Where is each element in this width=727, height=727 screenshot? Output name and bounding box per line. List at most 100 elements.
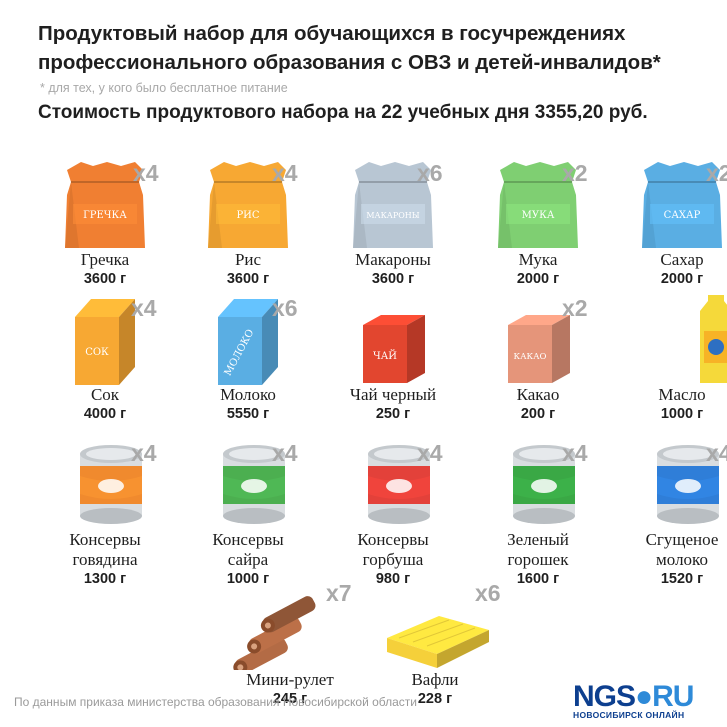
product-weight: 1000 г: [660, 406, 704, 422]
product-quantity: x2: [706, 160, 727, 186]
package-label: ЧАЙ: [373, 350, 397, 362]
product-name: Вафли: [411, 670, 459, 689]
product-item: МУКА Мука 2000 г x2: [468, 160, 608, 289]
page-title: Продуктовый набор для обучающихся в госу…: [38, 22, 661, 74]
product-item: ЧАЙ Чай черный 250 г: [323, 295, 463, 424]
product-item: МАКАРОНЫ Макароны 3600 г x6: [323, 160, 463, 289]
product-weight: 1520 г: [660, 571, 704, 587]
product-name: Макароны: [355, 250, 431, 269]
product-weight: 980 г: [375, 571, 411, 587]
can-icon: [35, 440, 175, 530]
product-quantity: x4: [272, 440, 298, 466]
can-icon: [323, 440, 463, 530]
oil-bottle-icon: [612, 295, 727, 385]
cocoa-box-icon: КАКАО: [468, 295, 608, 385]
product-weight: 2000 г: [516, 271, 560, 287]
logo-dot: ●: [635, 680, 653, 713]
product-item: САХАР Сахар 2000 г x2: [612, 160, 727, 289]
footnote-subtitle: * для тех, у кого было бесплатное питани…: [40, 81, 288, 95]
product-quantity: x6: [417, 160, 443, 186]
carton-icon: МОЛОКО: [178, 295, 318, 385]
package-label: МУКА: [522, 210, 555, 221]
package-label: РИС: [236, 210, 259, 221]
product-name: Консервы сайра: [212, 530, 284, 569]
set-cost: Стоимость продуктового набора на 22 учеб…: [38, 102, 648, 123]
logo-part2: RU: [652, 680, 694, 713]
product-item: КАКАО Какао 200 г x2: [468, 295, 608, 424]
product-weight: 3600 г: [226, 271, 270, 287]
product-weight: 1000 г: [226, 571, 270, 587]
package-label: КАКАО: [514, 352, 547, 362]
product-name: Чай черный: [349, 385, 437, 404]
product-name: Консервы говядина: [69, 530, 141, 569]
product-name: Какао: [516, 385, 560, 404]
logo-part1: NGS: [573, 680, 636, 713]
tea-box-icon: ЧАЙ: [323, 295, 463, 385]
bag-icon: ГРЕЧКА: [35, 160, 175, 250]
product-name: Сахар: [660, 250, 704, 269]
package-label: САХАР: [664, 210, 701, 221]
product-item: Консервы сайра 1000 г x4: [178, 440, 318, 589]
product-weight: 1300 г: [83, 571, 127, 587]
source-note: По данным приказа министерства образован…: [14, 695, 418, 709]
product-weight: 5550 г: [226, 406, 270, 422]
product-quantity: x7: [326, 580, 352, 606]
product-weight: 200 г: [520, 406, 556, 422]
product-item: Мини-рулет 245 г x7: [220, 580, 360, 709]
product-name: Сгущеное молоко: [645, 530, 719, 569]
bag-icon: МАКАРОНЫ: [323, 160, 463, 250]
product-weight: 3600 г: [83, 271, 127, 287]
product-item: Консервы горбуша 980 г x4: [323, 440, 463, 589]
ngs-logo[interactable]: NGS●RU НОВОСИБИРСК ОНЛАЙН: [573, 682, 723, 721]
product-quantity: x4: [562, 440, 588, 466]
wafer-icon: [365, 580, 505, 670]
product-item: Масло 1000 г: [612, 295, 727, 424]
logo-city: НОВОСИБИРСК ОНЛАЙН: [573, 710, 685, 720]
product-quantity: x4: [417, 440, 443, 466]
product-item: Вафли 228 г x6: [365, 580, 505, 709]
product-weight: 245 г: [272, 691, 308, 707]
product-name: Мука: [518, 250, 558, 269]
product-weight: 3600 г: [371, 271, 415, 287]
package-label: МАКАРОНЫ: [366, 211, 419, 220]
product-weight: 2000 г: [660, 271, 704, 287]
product-weight: 250 г: [375, 406, 411, 422]
product-name: Сок: [90, 385, 120, 404]
package-label: СОК: [85, 347, 109, 358]
product-item: Консервы говядина 1300 г x4: [35, 440, 175, 589]
product-item: СОК Сок 4000 г x4: [35, 295, 175, 424]
product-name: Гречка: [80, 250, 130, 269]
product-name: Рис: [234, 250, 262, 269]
product-quantity: x2: [562, 295, 588, 321]
product-item: Зеленый горошек 1600 г x4: [468, 440, 608, 589]
product-quantity: x4: [272, 160, 298, 186]
product-item: РИС Рис 3600 г x4: [178, 160, 318, 289]
product-weight: 1600 г: [516, 571, 560, 587]
product-name: Молоко: [220, 385, 276, 404]
can-icon: [178, 440, 318, 530]
product-quantity: x2: [562, 160, 588, 186]
product-name: Мини-рулет: [246, 670, 334, 689]
product-quantity: x4: [706, 440, 727, 466]
product-quantity: x4: [133, 160, 159, 186]
product-item: МОЛОКО Молоко 5550 г x6: [178, 295, 318, 424]
bag-icon: САХАР: [612, 160, 727, 250]
product-quantity: x4: [131, 440, 157, 466]
product-weight: 4000 г: [83, 406, 127, 422]
product-name: Зеленый горошек: [507, 530, 569, 569]
can-icon: [612, 440, 727, 530]
bag-icon: МУКА: [468, 160, 608, 250]
product-name: Консервы горбуша: [357, 530, 429, 569]
product-item: ГРЕЧКА Гречка 3600 г x4: [35, 160, 175, 289]
product-weight: 228 г: [417, 691, 453, 707]
product-quantity: x6: [475, 580, 501, 606]
product-name: Масло: [658, 385, 706, 404]
product-item: Сгущеное молоко 1520 г x4: [612, 440, 727, 589]
package-label: ГРЕЧКА: [83, 210, 127, 221]
product-quantity: x6: [272, 295, 298, 321]
bag-icon: РИС: [178, 160, 318, 250]
rolls-icon: [220, 580, 360, 670]
product-quantity: x4: [131, 295, 157, 321]
carton-icon: СОК: [35, 295, 175, 385]
logo-brand: NGS●RU: [573, 682, 723, 712]
